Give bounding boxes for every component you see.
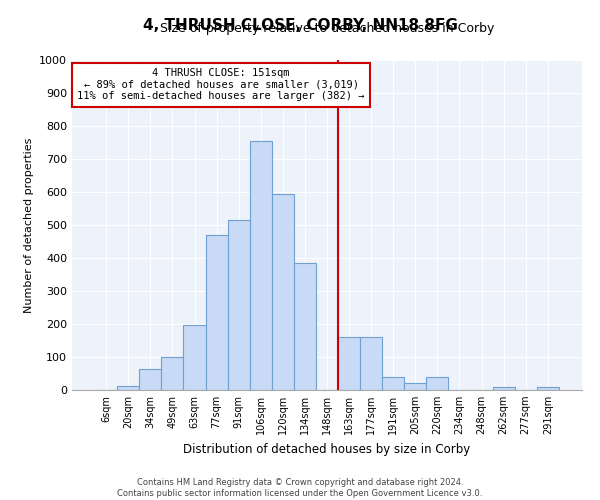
Bar <box>427 377 448 390</box>
Bar <box>493 388 515 390</box>
X-axis label: Distribution of detached houses by size in Corby: Distribution of detached houses by size … <box>184 442 470 456</box>
Bar <box>206 235 227 390</box>
Y-axis label: Number of detached properties: Number of detached properties <box>23 138 34 312</box>
Text: Contains HM Land Registry data © Crown copyright and database right 2024.
Contai: Contains HM Land Registry data © Crown c… <box>118 478 482 498</box>
Bar <box>139 368 161 390</box>
Text: 4 THRUSH CLOSE: 151sqm
← 89% of detached houses are smaller (3,019)
11% of semi-: 4 THRUSH CLOSE: 151sqm ← 89% of detached… <box>77 68 365 102</box>
Title: Size of property relative to detached houses in Corby: Size of property relative to detached ho… <box>160 22 494 35</box>
Bar <box>117 386 139 390</box>
Bar <box>272 194 294 390</box>
Bar <box>227 220 250 390</box>
Bar <box>404 384 427 390</box>
Bar <box>250 141 272 390</box>
Bar <box>184 325 206 390</box>
Text: 4, THRUSH CLOSE, CORBY, NN18 8FG: 4, THRUSH CLOSE, CORBY, NN18 8FG <box>143 18 457 32</box>
Bar <box>382 378 404 390</box>
Bar <box>537 388 559 390</box>
Bar <box>161 357 184 390</box>
Bar <box>294 263 316 390</box>
Bar <box>338 337 360 390</box>
Bar <box>360 337 382 390</box>
